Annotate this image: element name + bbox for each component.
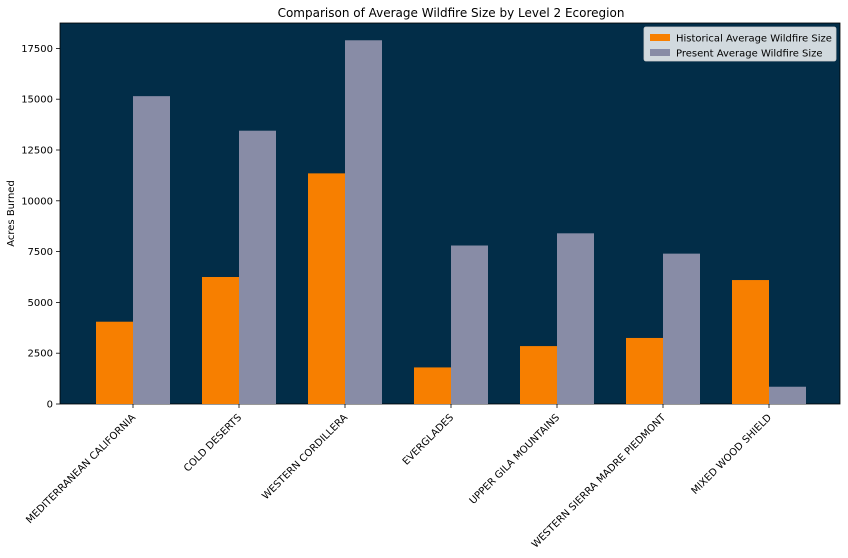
y-tick-label-5: 12500 <box>21 146 53 157</box>
bars-group <box>96 40 806 405</box>
x-tick-label-3: EVERGLADES <box>401 412 456 467</box>
legend: Historical Average Wildfire Size Present … <box>643 26 837 62</box>
legend-swatch-0 <box>650 34 670 41</box>
y-tick-label-7: 17500 <box>21 44 53 55</box>
legend-box <box>643 26 837 62</box>
bar-present-2 <box>345 40 382 404</box>
x-tick-label-2: WESTERN CORDILLERA <box>260 412 350 502</box>
bar-present-3 <box>451 245 488 404</box>
legend-label-0: Historical Average Wildfire Size <box>676 34 832 45</box>
bar-historical-6 <box>732 280 769 404</box>
bar-historical-3 <box>414 367 451 404</box>
legend-swatch-1 <box>650 49 670 56</box>
chart-title: Comparison of Average Wildfire Size by L… <box>278 6 625 20</box>
x-tick-label-4: UPPER GILA MOUNTAINS <box>468 412 562 506</box>
y-tick-label-3: 7500 <box>28 247 53 258</box>
plot-area <box>59 22 841 405</box>
bar-present-6 <box>769 386 806 404</box>
x-axis: MEDITERRANEAN CALIFORNIA COLD DESERTS WEST… <box>24 404 774 551</box>
bar-present-1 <box>239 130 276 405</box>
legend-label-1: Present Average Wildfire Size <box>676 49 823 60</box>
bar-historical-0 <box>96 321 133 404</box>
y-axis: 0 2500 5000 7500 10000 12500 15000 17500 <box>21 44 60 411</box>
y-tick-label-6: 15000 <box>21 95 53 106</box>
y-tick-label-4: 10000 <box>21 196 53 207</box>
y-axis-label: Acres Burned <box>6 180 17 247</box>
bar-historical-1 <box>202 277 239 404</box>
x-tick-label-1: COLD DESERTS <box>182 412 244 474</box>
y-tick-label-2: 5000 <box>28 298 53 309</box>
x-tick-label-0: MEDITERRANEAN CALIFORNIA <box>24 412 138 526</box>
y-tick-label-0: 0 <box>47 400 53 411</box>
bar-historical-4 <box>520 346 557 404</box>
bar-present-0 <box>133 96 170 404</box>
bar-present-5 <box>663 253 700 404</box>
bar-present-4 <box>557 233 594 404</box>
x-tick-label-5: WESTERN SIERRA MADRE PIEDMONT <box>530 412 669 551</box>
bar-historical-5 <box>626 337 663 404</box>
y-tick-label-1: 2500 <box>28 349 53 360</box>
bar-historical-2 <box>308 173 345 404</box>
x-tick-label-6: MIXED WOOD SHIELD <box>690 412 775 497</box>
